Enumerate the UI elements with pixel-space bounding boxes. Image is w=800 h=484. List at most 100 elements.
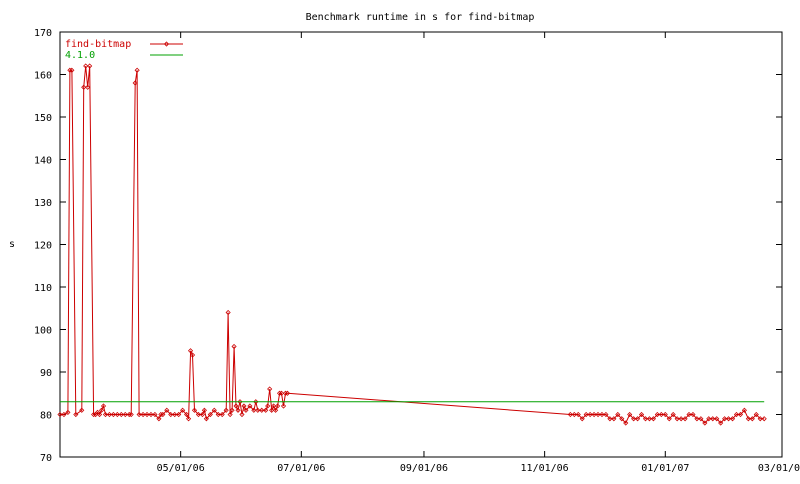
data-point: [241, 403, 247, 409]
data-point: [638, 411, 645, 418]
data-point: [152, 411, 158, 418]
x-tick-label: 05/01/06: [157, 463, 205, 474]
data-point: [267, 386, 273, 392]
data-point: [575, 411, 581, 418]
plot-frame: [59, 31, 783, 458]
data-point: [140, 411, 146, 418]
data-point: [61, 411, 67, 418]
chart-title: Benchmark runtime in s for find-bitmap: [306, 12, 535, 23]
y-tick-label: 80: [40, 411, 52, 422]
data-point: [233, 403, 239, 409]
data-point: [753, 411, 759, 418]
data-point: [280, 403, 287, 409]
y-tick-label: 140: [34, 156, 52, 167]
y-tick-label: 120: [34, 241, 52, 252]
data-point: [726, 416, 732, 422]
data-point: [243, 407, 249, 413]
series-lines: [57, 63, 767, 426]
y-tick-label: 150: [34, 113, 52, 124]
data-point: [172, 411, 178, 418]
x-tick-label: 11/01/06: [521, 463, 569, 474]
data-point: [282, 390, 289, 396]
data-point: [231, 343, 237, 350]
data-point: [118, 411, 124, 418]
data-point: [623, 420, 629, 426]
data-point: [207, 411, 213, 418]
series-line-find-bitmap: [60, 65, 765, 424]
data-point: [737, 411, 744, 418]
data-point: [126, 411, 132, 418]
data-point: [611, 416, 617, 422]
data-point: [749, 416, 755, 422]
data-point: [591, 411, 597, 418]
data-point: [106, 411, 113, 418]
data-point: [662, 411, 668, 418]
data-point: [714, 416, 720, 422]
y-tick-label: 170: [34, 28, 52, 39]
data-point: [607, 416, 613, 422]
data-point: [195, 411, 202, 418]
legend-label: 4.1.0: [65, 50, 95, 61]
legend-marker: [163, 41, 170, 47]
data-point: [132, 80, 138, 86]
data-point: [682, 416, 688, 422]
data-point: [191, 407, 198, 413]
y-tick-label: 110: [34, 283, 52, 294]
data-point: [87, 63, 93, 69]
data-point: [654, 411, 660, 418]
data-point: [158, 411, 164, 418]
data-point: [128, 411, 134, 418]
data-point: [718, 420, 724, 426]
data-point: [706, 416, 712, 422]
data-point: [761, 416, 767, 422]
data-point: [110, 411, 116, 418]
data-point: [160, 411, 166, 418]
x-tick-label: 09/01/06: [400, 463, 448, 474]
data-point: [237, 399, 243, 405]
data-point: [100, 403, 107, 409]
data-point: [235, 407, 241, 413]
data-point: [745, 416, 751, 422]
data-point: [223, 407, 229, 413]
y-tick-label: 90: [40, 368, 52, 379]
data-point: [571, 411, 577, 418]
data-point: [253, 399, 259, 405]
data-point: [247, 403, 253, 409]
data-point: [229, 407, 235, 413]
data-point: [57, 411, 63, 418]
data-point: [168, 411, 174, 418]
data-point: [741, 407, 747, 413]
data-point: [219, 411, 225, 418]
data-point: [658, 411, 664, 418]
data-point: [694, 416, 700, 422]
data-point: [583, 411, 589, 418]
data-point: [587, 411, 593, 418]
data-point: [81, 84, 87, 90]
data-point: [603, 411, 609, 418]
y-tick-label: 100: [34, 326, 52, 337]
data-point: [85, 84, 91, 90]
data-point: [251, 407, 257, 413]
data-point: [203, 416, 209, 422]
data-point: [631, 416, 637, 422]
data-point: [189, 352, 196, 358]
data-point: [757, 416, 763, 422]
data-point: [277, 390, 283, 396]
data-point: [284, 390, 291, 396]
data-point: [729, 416, 736, 422]
data-point: [136, 411, 142, 418]
data-point: [187, 348, 194, 354]
data-point: [635, 416, 641, 422]
data-point: [263, 407, 269, 413]
y-axis-ticks: 70 80 90 100 110 120 130 140 150 160 170: [34, 28, 782, 464]
y-tick-label: 160: [34, 71, 52, 82]
data-point: [199, 411, 205, 418]
x-tick-label: 07/01/06: [277, 463, 325, 474]
data-point: [567, 411, 573, 418]
data-point: [148, 411, 154, 418]
data-point: [686, 411, 692, 418]
data-point: [733, 411, 740, 418]
data-point: [710, 416, 716, 422]
legend-label: find-bitmap: [65, 39, 131, 50]
